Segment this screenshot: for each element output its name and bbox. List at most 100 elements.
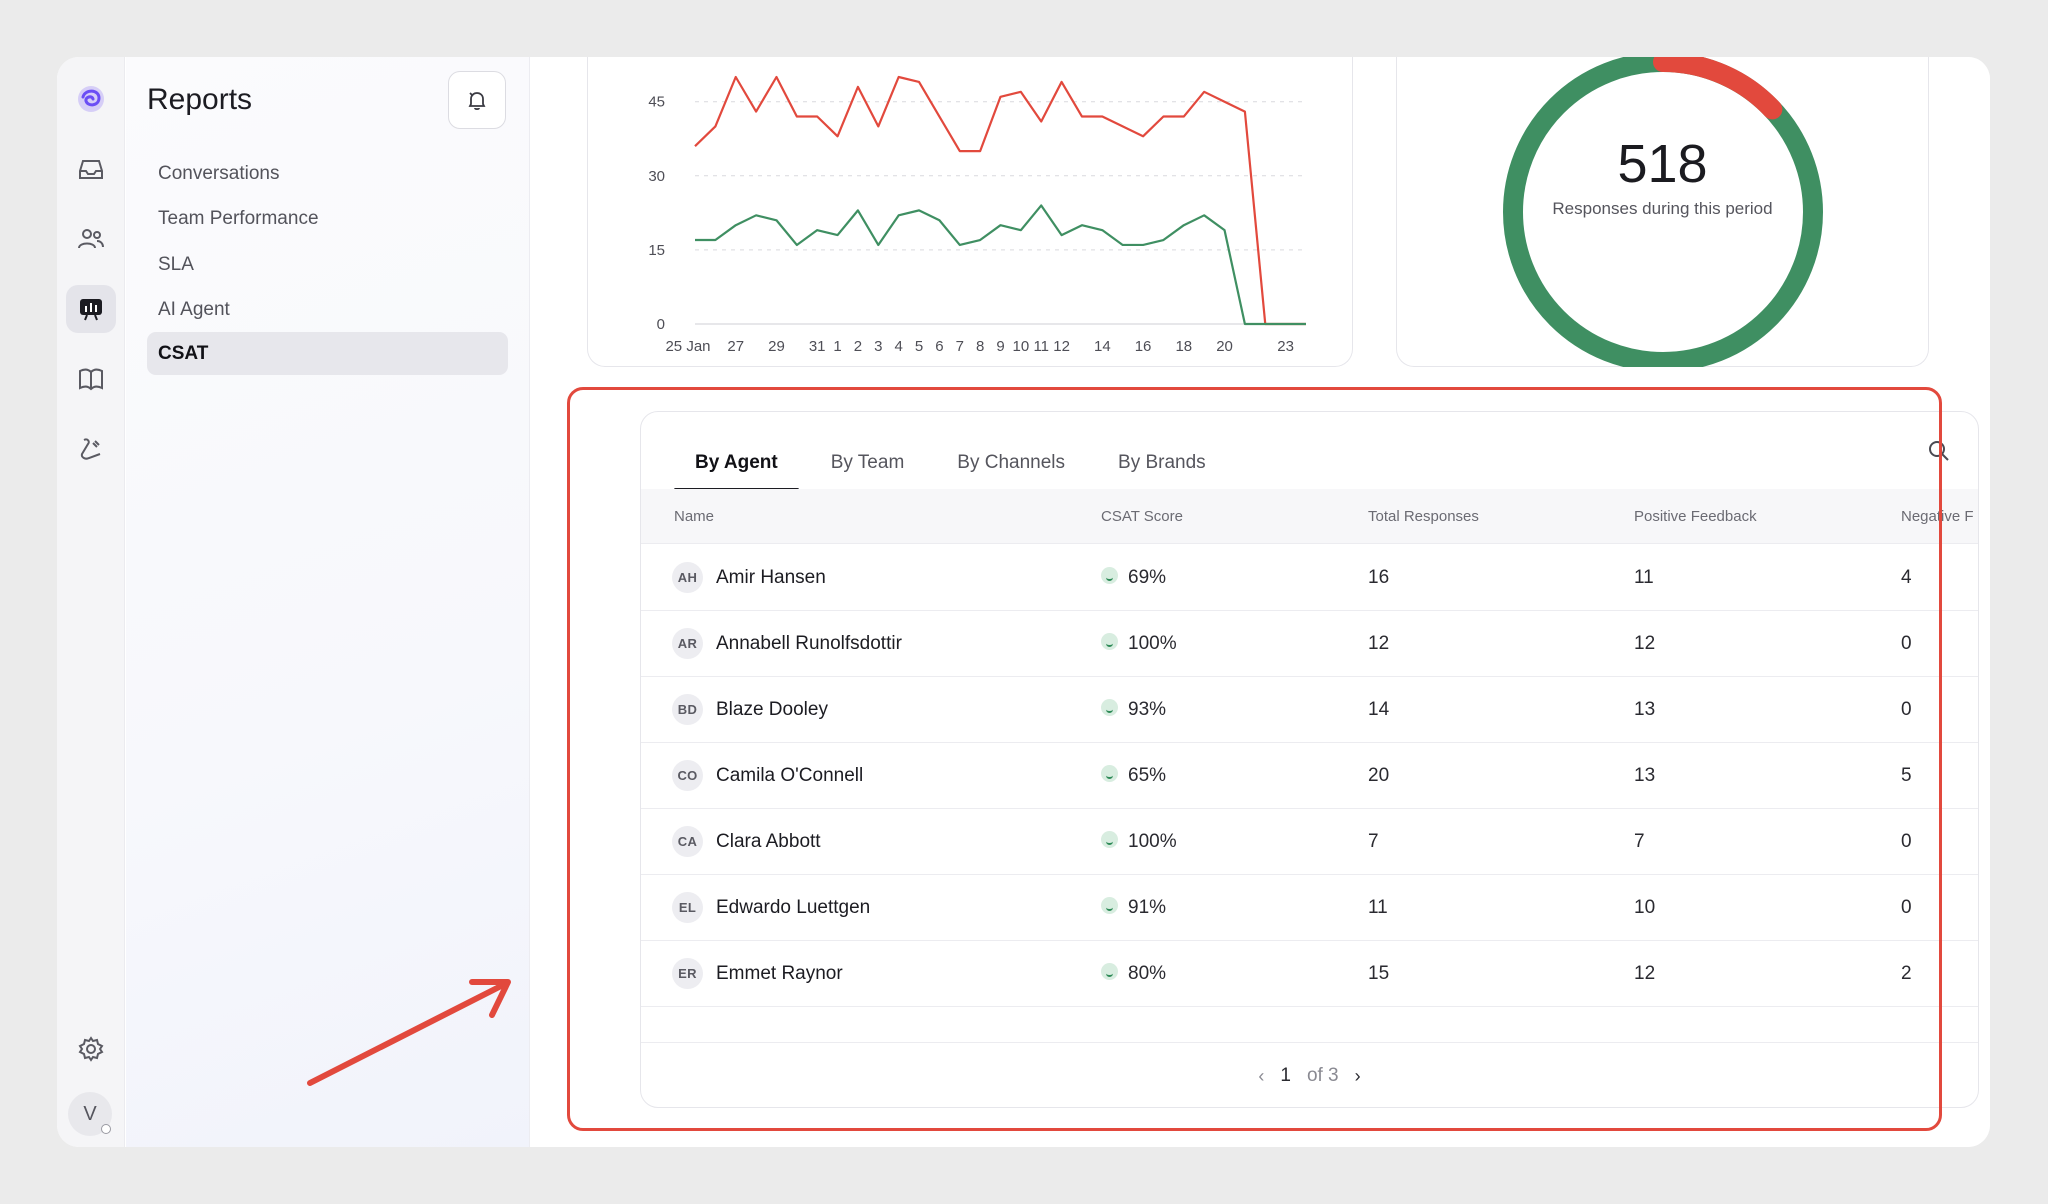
- sidebar-item-sla[interactable]: SLA: [158, 253, 194, 275]
- table-row[interactable]: BD Blaze Dooley 93% 14 13 0: [641, 677, 1978, 743]
- next-page-icon[interactable]: ›: [1354, 1065, 1361, 1086]
- negative-feedback-cell: 5: [1901, 765, 1912, 786]
- column-header-csat-score[interactable]: CSAT Score: [1101, 508, 1183, 525]
- positive-feedback-cell: 12: [1634, 633, 1656, 654]
- positive-feedback-cell: 13: [1634, 765, 1656, 786]
- negative-feedback-cell: 0: [1901, 897, 1912, 918]
- agent-avatar: AH: [672, 562, 703, 593]
- table-row[interactable]: ER Emmet Raynor 80% 15 12 2: [641, 941, 1978, 1007]
- x-tick-label: 27: [727, 338, 744, 355]
- agent-name-cell: Edwardo Luettgen: [716, 897, 871, 918]
- presence-status-icon: [101, 1124, 111, 1134]
- total-responses-cell: 12: [1368, 633, 1390, 654]
- table-row[interactable]: AH Amir Hansen 69% 16 11 4: [641, 545, 1978, 611]
- smiley-icon: [1101, 765, 1118, 783]
- smiley-icon: [1101, 633, 1118, 651]
- page-count: of 3: [1306, 1065, 1339, 1086]
- column-header-positive-feedback[interactable]: Positive Feedback: [1634, 508, 1757, 525]
- agent-avatar: EL: [672, 892, 703, 923]
- negative-feedback-cell: 0: [1901, 633, 1912, 654]
- agent-name-cell: Emmet Raynor: [716, 963, 843, 984]
- tab-by-channels[interactable]: By Channels: [957, 452, 1066, 473]
- pagination: ‹ 1 of 3 ›: [641, 1043, 1978, 1107]
- automation-icon[interactable]: [66, 425, 116, 473]
- agent-avatar: ER: [672, 958, 703, 989]
- knowledge-base-icon[interactable]: [66, 355, 116, 403]
- csat-score-cell: 69%: [1101, 545, 1166, 611]
- reports-icon[interactable]: [66, 285, 116, 333]
- user-avatar[interactable]: V: [68, 1092, 112, 1136]
- page-title: Reports: [147, 83, 253, 116]
- csat-score-cell: 91%: [1101, 875, 1166, 941]
- x-tick-label: 25 Jan: [665, 338, 710, 355]
- responses-total: 518: [1617, 134, 1708, 194]
- smiley-icon: [1101, 897, 1118, 915]
- inbox-icon[interactable]: [66, 145, 116, 193]
- responses-line-chart-card: 0 15 30 45 25 Jan 27 29 31 1 2 3 4 5 6 7 8 9 10 11 12 14 16 18…: [587, 57, 1353, 367]
- x-tick-label: 10: [1013, 338, 1030, 355]
- tab-by-team[interactable]: By Team: [830, 452, 905, 473]
- csat-score-value: 65%: [1128, 765, 1167, 786]
- tab-by-agent[interactable]: By Agent: [674, 440, 799, 491]
- total-responses-cell: 7: [1368, 831, 1379, 852]
- x-tick-label: 6: [935, 338, 943, 355]
- agent-avatar: CO: [672, 760, 703, 791]
- logo-icon[interactable]: [66, 75, 116, 123]
- x-tick-label: 7: [956, 338, 964, 355]
- breakdown-tabs: By Agent By Team By Channels By Brands: [674, 440, 1238, 491]
- sidebar-item-csat[interactable]: CSAT: [147, 332, 508, 375]
- previous-page-icon[interactable]: ‹: [1258, 1065, 1265, 1086]
- y-tick-label: 30: [648, 168, 665, 185]
- csat-score-cell: 65%: [1101, 743, 1166, 809]
- x-tick-label: 1: [833, 338, 841, 355]
- column-header-negative-feedback[interactable]: Negative F: [1901, 508, 1974, 525]
- negative-feedback-cell: 0: [1901, 831, 1912, 852]
- responses-donut-chart: [1503, 57, 1823, 367]
- table-header: Name CSAT Score Total Responses Positive…: [641, 489, 1978, 544]
- agent-avatar: AR: [672, 628, 703, 659]
- x-tick-label: 16: [1135, 338, 1152, 355]
- table-row[interactable]: EL Edwardo Luettgen 91% 11 10 0: [641, 875, 1978, 941]
- search-icon: [1929, 441, 1949, 461]
- positive-feedback-cell: 10: [1634, 897, 1656, 918]
- tab-by-brands[interactable]: By Brands: [1118, 452, 1206, 473]
- x-tick-label: 29: [768, 338, 785, 355]
- agent-avatar: CA: [672, 826, 703, 857]
- agent-name-cell: Blaze Dooley: [716, 699, 828, 720]
- total-responses-cell: 11: [1368, 897, 1388, 918]
- responses-donut-card: 518 Responses during this period: [1396, 57, 1929, 367]
- csat-score-value: 80%: [1128, 963, 1167, 984]
- csat-score-value: 100%: [1128, 831, 1177, 852]
- positive-feedback-cell: 13: [1634, 699, 1656, 720]
- agent-name-cell: Annabell Runolfsdottir: [716, 633, 902, 654]
- column-header-total-responses[interactable]: Total Responses: [1368, 508, 1479, 525]
- series-line-0: [694, 75, 1306, 326]
- x-tick-label: 8: [976, 338, 984, 355]
- contacts-icon[interactable]: [66, 215, 116, 263]
- total-responses-cell: 15: [1368, 963, 1390, 984]
- column-header-name[interactable]: Name: [674, 508, 715, 525]
- notifications-button[interactable]: [448, 71, 506, 129]
- positive-feedback-cell: 12: [1634, 963, 1656, 984]
- table-row[interactable]: AR Annabell Runolfsdottir 100% 12 12 0: [641, 611, 1978, 677]
- annotation-arrow-icon: [307, 979, 511, 1086]
- positive-feedback-cell: 11: [1634, 567, 1654, 588]
- responses-total-label: Responses during this period: [1552, 199, 1773, 218]
- sidebar-item-ai-agent[interactable]: AI Agent: [158, 298, 230, 320]
- x-tick-label: 4: [894, 338, 902, 355]
- table-row[interactable]: CO Camila O'Connell 65% 20 13 5: [641, 743, 1978, 809]
- x-tick-label: 2: [854, 338, 862, 355]
- table-row[interactable]: CA Clara Abbott 100% 7 7 0: [641, 809, 1978, 875]
- sidebar-item-conversations[interactable]: Conversations: [158, 162, 280, 184]
- csat-score-value: 93%: [1128, 699, 1167, 720]
- x-tick-label: 18: [1175, 338, 1192, 355]
- csat-breakdown-card: By Agent By Team By Channels By Brands N…: [640, 411, 1979, 1108]
- y-tick-label: 15: [648, 242, 665, 259]
- x-tick-label: 5: [915, 338, 923, 355]
- table-search-button[interactable]: [1926, 438, 1954, 466]
- current-page: 1: [1280, 1065, 1291, 1086]
- settings-icon[interactable]: [66, 1025, 116, 1073]
- agent-name-cell: Camila O'Connell: [716, 765, 864, 786]
- sidebar-item-team-performance[interactable]: Team Performance: [158, 207, 319, 229]
